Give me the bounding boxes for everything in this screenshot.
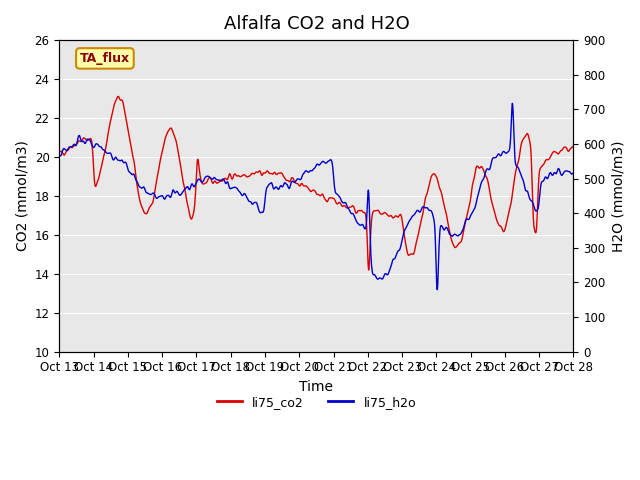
Legend: li75_co2, li75_h2o: li75_co2, li75_h2o (212, 391, 421, 414)
li75_h2o (396, 246, 404, 252)
Y-axis label: H2O (mmol/m3): H2O (mmol/m3) (611, 140, 625, 252)
X-axis label: Time: Time (300, 380, 333, 394)
li75_h2o (509, 100, 516, 106)
li75_h2o (463, 216, 471, 222)
li75_co2 (170, 132, 178, 138)
li75_co2 (509, 186, 517, 192)
li75_h2o (56, 152, 63, 158)
Title: Alfalfa CO2 and H2O: Alfalfa CO2 and H2O (223, 15, 409, 33)
li75_h2o (227, 185, 235, 191)
Line: li75_h2o: li75_h2o (60, 103, 573, 289)
li75_h2o (509, 108, 517, 114)
li75_co2 (56, 149, 63, 155)
Line: li75_co2: li75_co2 (60, 96, 573, 270)
li75_co2 (464, 209, 472, 215)
li75_co2 (228, 175, 236, 181)
li75_co2 (570, 143, 577, 148)
li75_co2 (365, 267, 372, 273)
li75_co2 (157, 153, 165, 158)
Y-axis label: CO2 (mmol/m3): CO2 (mmol/m3) (15, 140, 29, 251)
Text: TA_flux: TA_flux (80, 52, 130, 65)
li75_h2o (433, 287, 441, 292)
li75_h2o (570, 170, 577, 176)
li75_co2 (397, 212, 404, 217)
li75_co2 (115, 94, 122, 99)
li75_h2o (170, 188, 177, 193)
li75_h2o (157, 193, 165, 199)
